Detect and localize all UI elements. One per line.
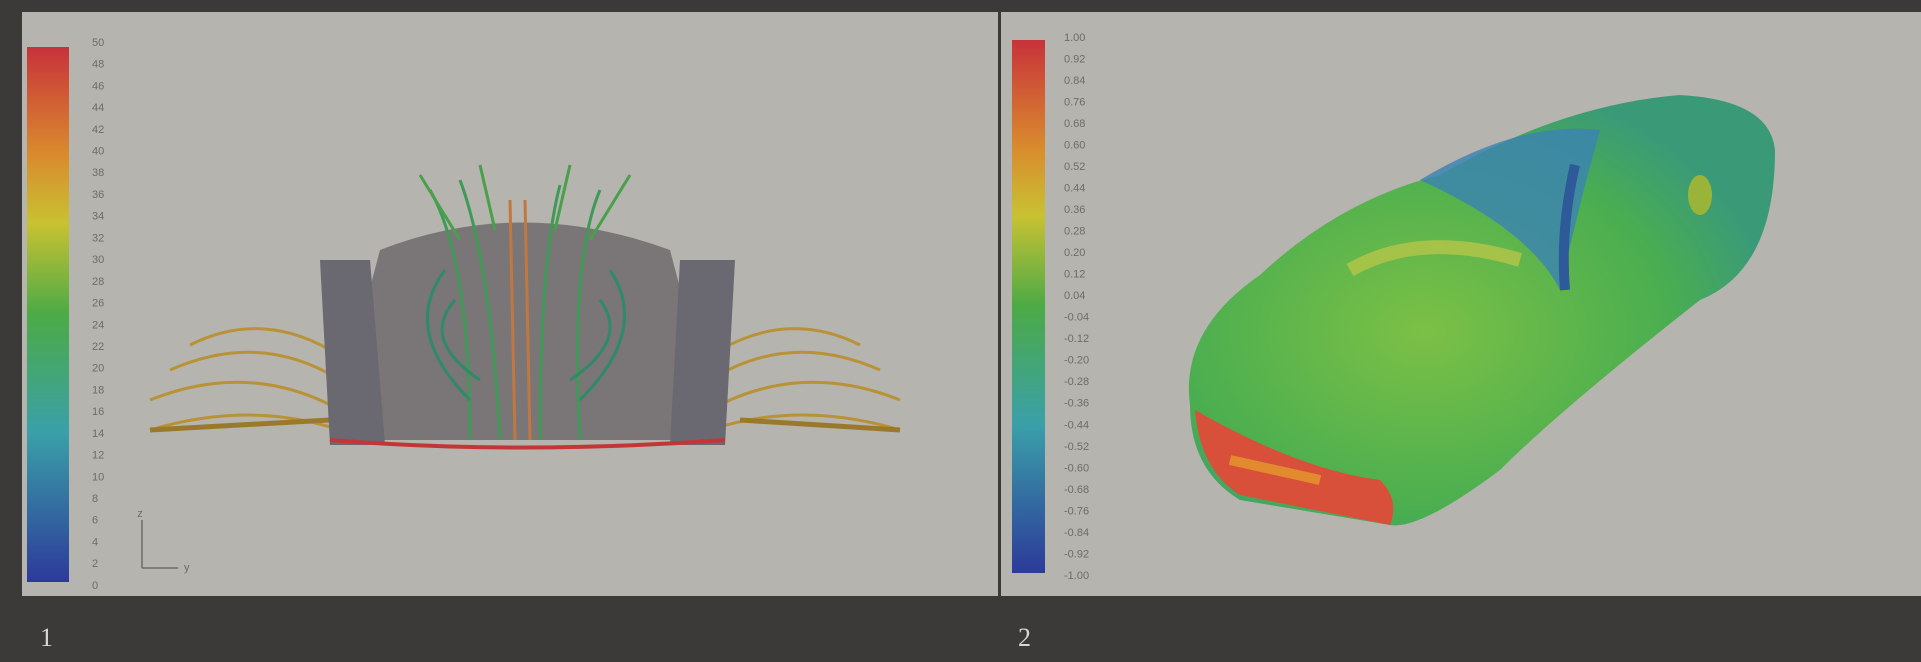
colorbar-label: -0.44 bbox=[1064, 419, 1089, 431]
colorbar-label: -0.92 bbox=[1064, 548, 1089, 560]
colorbar-label: 48 bbox=[92, 59, 104, 71]
colorbar-label: 12 bbox=[92, 450, 104, 462]
colorbar-label: -0.20 bbox=[1064, 355, 1089, 367]
axis-label: z bbox=[137, 508, 143, 520]
colorbar-label: 38 bbox=[92, 167, 104, 179]
colorbar-label: 20 bbox=[92, 363, 104, 375]
colorbar-label: -0.04 bbox=[1064, 312, 1089, 324]
colorbar-label: -0.28 bbox=[1064, 376, 1089, 388]
colorbar-label: 2 bbox=[92, 558, 98, 570]
colorbar bbox=[1012, 40, 1045, 573]
colorbar-label: -0.68 bbox=[1064, 484, 1089, 496]
colorbar-label: -1.00 bbox=[1064, 570, 1089, 582]
colorbar-label: 10 bbox=[92, 471, 104, 483]
colorbar-label: 1.00 bbox=[1064, 32, 1085, 44]
colorbar-label: 36 bbox=[92, 189, 104, 201]
colorbar-label: 42 bbox=[92, 124, 104, 136]
colorbar-label: 0.92 bbox=[1064, 53, 1085, 65]
caption: 2 bbox=[1018, 623, 1031, 652]
colorbar-label: 22 bbox=[92, 341, 104, 353]
colorbar-label: 30 bbox=[92, 254, 104, 266]
colorbar-label: -0.60 bbox=[1064, 462, 1089, 474]
colorbar-label: 0.76 bbox=[1064, 96, 1085, 108]
colorbar-label: 0.60 bbox=[1064, 140, 1085, 152]
colorbar-label: 0.84 bbox=[1064, 75, 1085, 87]
colorbar-label: 0.36 bbox=[1064, 204, 1085, 216]
colorbar-label: -0.36 bbox=[1064, 398, 1089, 410]
colorbar-label: 16 bbox=[92, 406, 104, 418]
colorbar-label: -0.52 bbox=[1064, 441, 1089, 453]
colorbar-label: -0.12 bbox=[1064, 333, 1089, 345]
colorbar-label: 28 bbox=[92, 276, 104, 288]
colorbar-label: 18 bbox=[92, 384, 104, 396]
colorbar-label: 0.44 bbox=[1064, 183, 1085, 195]
colorbar-label: 32 bbox=[92, 232, 104, 244]
panel: z y 1 5048464442403836343230282624222018… bbox=[22, 12, 998, 652]
colorbar-label: 4 bbox=[92, 536, 98, 548]
colorbar-label: -0.76 bbox=[1064, 505, 1089, 517]
colorbar-label: 26 bbox=[92, 298, 104, 310]
colorbar-label: 34 bbox=[92, 211, 104, 223]
caption: 1 bbox=[40, 623, 53, 652]
colorbar-label: 40 bbox=[92, 146, 104, 158]
colorbar-label: 44 bbox=[92, 102, 104, 114]
panel: 2 1.00 0.92 0.84 0.76 0.68 0.60 0.52 0.44 0.36 0.… bbox=[1001, 12, 1921, 652]
axis-label: y bbox=[184, 562, 190, 574]
colorbar-label: 0.20 bbox=[1064, 247, 1085, 259]
colorbar bbox=[27, 47, 69, 582]
colorbar-label: 0.52 bbox=[1064, 161, 1085, 173]
colorbar-label: 50 bbox=[92, 37, 104, 49]
colorbar-label: 14 bbox=[92, 428, 104, 440]
page: z y 1 5048464442403836343230282624222018… bbox=[0, 0, 1921, 657]
colorbar-label: 0.04 bbox=[1064, 290, 1085, 302]
colorbar-label: 0.12 bbox=[1064, 269, 1085, 281]
colorbar-label: 0.68 bbox=[1064, 118, 1085, 130]
colorbar-label: 8 bbox=[92, 493, 98, 505]
colorbar-label: 46 bbox=[92, 80, 104, 92]
colorbar-label: 24 bbox=[92, 319, 104, 331]
colorbar-label: -0.84 bbox=[1064, 527, 1089, 539]
colorbar-label: 0.28 bbox=[1064, 226, 1085, 238]
colorbar-label: 0 bbox=[92, 580, 98, 592]
colorbar-label: 6 bbox=[92, 515, 98, 527]
